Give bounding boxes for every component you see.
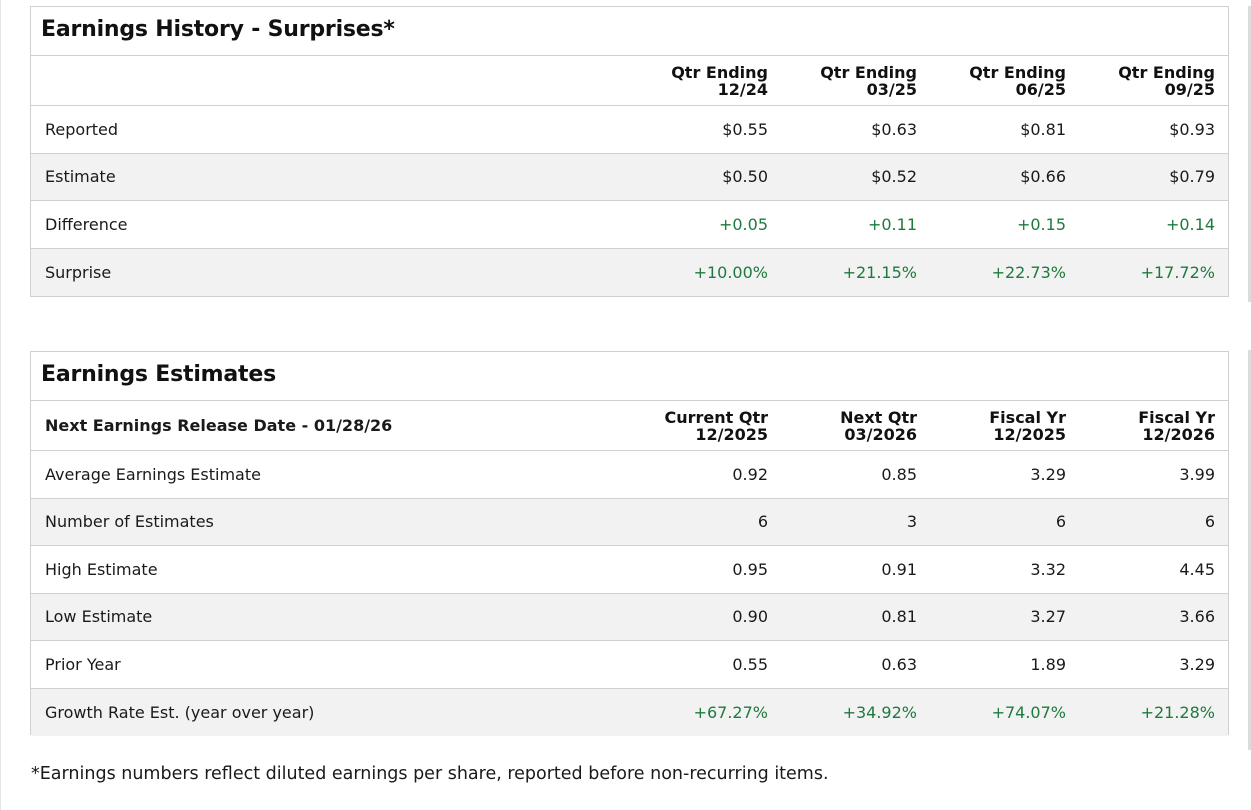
table-cell: 6: [1204, 512, 1215, 532]
column-header: Qtr Ending 06/25: [916, 56, 1066, 105]
table-cell: 0.63: [881, 654, 917, 674]
earnings-estimates-header-row: Next Earnings Release Date - 01/28/26 Cu…: [31, 401, 1228, 451]
table-cell: 0.55: [732, 654, 768, 674]
row-label: Estimate: [45, 167, 116, 187]
table-cell: $0.63: [871, 119, 917, 139]
column-header-line1: Current Qtr: [664, 407, 768, 427]
earnings-history-title: Earnings History - Surprises*: [31, 7, 1228, 56]
column-header: Qtr Ending 12/24: [618, 56, 768, 105]
table-row-surprise: Surprise +10.00% +21.15% +22.73% +17.72%: [31, 248, 1228, 296]
earnings-history-header-row: Qtr Ending 12/24 Qtr Ending 03/25 Qtr En…: [31, 56, 1228, 106]
column-header: Qtr Ending 09/25: [1065, 56, 1215, 105]
table-cell: 3.27: [1030, 607, 1066, 627]
table-cell: +0.11: [867, 214, 917, 234]
table-cell: +0.05: [718, 214, 768, 234]
table-cell: 3.66: [1179, 607, 1215, 627]
row-label: Average Earnings Estimate: [45, 464, 261, 484]
table-cell: 0.92: [732, 464, 768, 484]
table-cell: 0.95: [732, 559, 768, 579]
column-header-line1: Fiscal Yr: [1138, 407, 1215, 427]
page-edge: [0, 0, 1, 810]
table-cell: 1.89: [1030, 654, 1066, 674]
column-header-line1: Fiscal Yr: [989, 407, 1066, 427]
column-header: Fiscal Yr 12/2026: [1065, 401, 1215, 450]
table-cell: 0.81: [881, 607, 917, 627]
row-label: Surprise: [45, 262, 112, 282]
table-cell: 6: [757, 512, 768, 532]
table-cell: +17.72%: [1140, 262, 1215, 282]
column-header-line1: Qtr Ending: [820, 62, 917, 82]
column-header-line2: 12/24: [717, 79, 768, 99]
row-label: Low Estimate: [45, 607, 153, 627]
table-cell: 4.45: [1179, 559, 1215, 579]
table-row-reported: Reported $0.55 $0.63 $0.81 $0.93: [31, 106, 1228, 154]
table-cell: 0.85: [881, 464, 917, 484]
table-cell: +22.73%: [991, 262, 1066, 282]
column-header-line2: 03/25: [866, 79, 917, 99]
table-row-growth-rate: Growth Rate Est. (year over year) +67.27…: [31, 688, 1228, 736]
column-header-line2: 12/2025: [993, 424, 1066, 444]
table-cell: 0.90: [732, 607, 768, 627]
table-cell: 6: [1055, 512, 1066, 532]
column-header: Next Qtr 03/2026: [767, 401, 917, 450]
table-cell: $0.93: [1169, 119, 1215, 139]
row-label: Reported: [45, 119, 119, 139]
table-cell: +0.15: [1016, 214, 1066, 234]
row-label: Difference: [45, 214, 128, 234]
scrollbar-edge: [1248, 350, 1251, 750]
table-cell: +67.27%: [693, 702, 768, 722]
table-cell: $0.52: [871, 167, 917, 187]
column-header: Qtr Ending 03/25: [767, 56, 917, 105]
table-row-difference: Difference +0.05 +0.11 +0.15 +0.14: [31, 201, 1228, 249]
column-header-line2: 12/2025: [695, 424, 768, 444]
column-header-line1: Qtr Ending: [1118, 62, 1215, 82]
table-cell: +10.00%: [693, 262, 768, 282]
table-cell: 3.32: [1030, 559, 1066, 579]
table-cell: 3.99: [1179, 464, 1215, 484]
earnings-estimates-panel: Earnings Estimates Next Earnings Release…: [30, 351, 1229, 736]
row-label: Prior Year: [45, 654, 121, 674]
column-header-line1: Next Qtr: [840, 407, 917, 427]
column-header-line1: Qtr Ending: [671, 62, 768, 82]
table-cell: +74.07%: [991, 702, 1066, 722]
table-cell: 0.91: [881, 559, 917, 579]
row-label: High Estimate: [45, 559, 158, 579]
table-cell: +0.14: [1165, 214, 1215, 234]
footnote: *Earnings numbers reflect diluted earnin…: [31, 764, 829, 784]
table-cell: $0.55: [722, 119, 768, 139]
table-row-prior-year: Prior Year 0.55 0.63 1.89 3.29: [31, 641, 1228, 689]
table-cell: +34.92%: [842, 702, 917, 722]
table-cell: $0.81: [1020, 119, 1066, 139]
table-cell: +21.15%: [842, 262, 917, 282]
table-cell: $0.50: [722, 167, 768, 187]
table-cell: 3: [906, 512, 917, 532]
table-row-number-of-estimates: Number of Estimates 6 3 6 6: [31, 498, 1228, 546]
table-cell: $0.66: [1020, 167, 1066, 187]
column-header: Fiscal Yr 12/2025: [916, 401, 1066, 450]
column-header-line1: Qtr Ending: [969, 62, 1066, 82]
table-row-average-estimate: Average Earnings Estimate 0.92 0.85 3.29…: [31, 451, 1228, 499]
scrollbar-edge: [1248, 6, 1251, 302]
table-cell: 3.29: [1030, 464, 1066, 484]
table-row-low-estimate: Low Estimate 0.90 0.81 3.27 3.66: [31, 593, 1228, 641]
table-cell: +21.28%: [1140, 702, 1215, 722]
table-cell: 3.29: [1179, 654, 1215, 674]
table-cell: $0.79: [1169, 167, 1215, 187]
earnings-history-panel: Earnings History - Surprises* Qtr Ending…: [30, 6, 1229, 297]
earnings-estimates-title: Earnings Estimates: [31, 352, 1228, 401]
table-row-estimate: Estimate $0.50 $0.52 $0.66 $0.79: [31, 153, 1228, 201]
column-header: Current Qtr 12/2025: [618, 401, 768, 450]
column-header-line2: 03/2026: [844, 424, 917, 444]
next-release-date: Next Earnings Release Date - 01/28/26: [45, 416, 393, 435]
row-label: Growth Rate Est. (year over year): [45, 702, 315, 722]
column-header-line2: 09/25: [1164, 79, 1215, 99]
column-header-line2: 12/2026: [1142, 424, 1215, 444]
table-row-high-estimate: High Estimate 0.95 0.91 3.32 4.45: [31, 546, 1228, 594]
column-header-line2: 06/25: [1015, 79, 1066, 99]
row-label: Number of Estimates: [45, 512, 214, 532]
